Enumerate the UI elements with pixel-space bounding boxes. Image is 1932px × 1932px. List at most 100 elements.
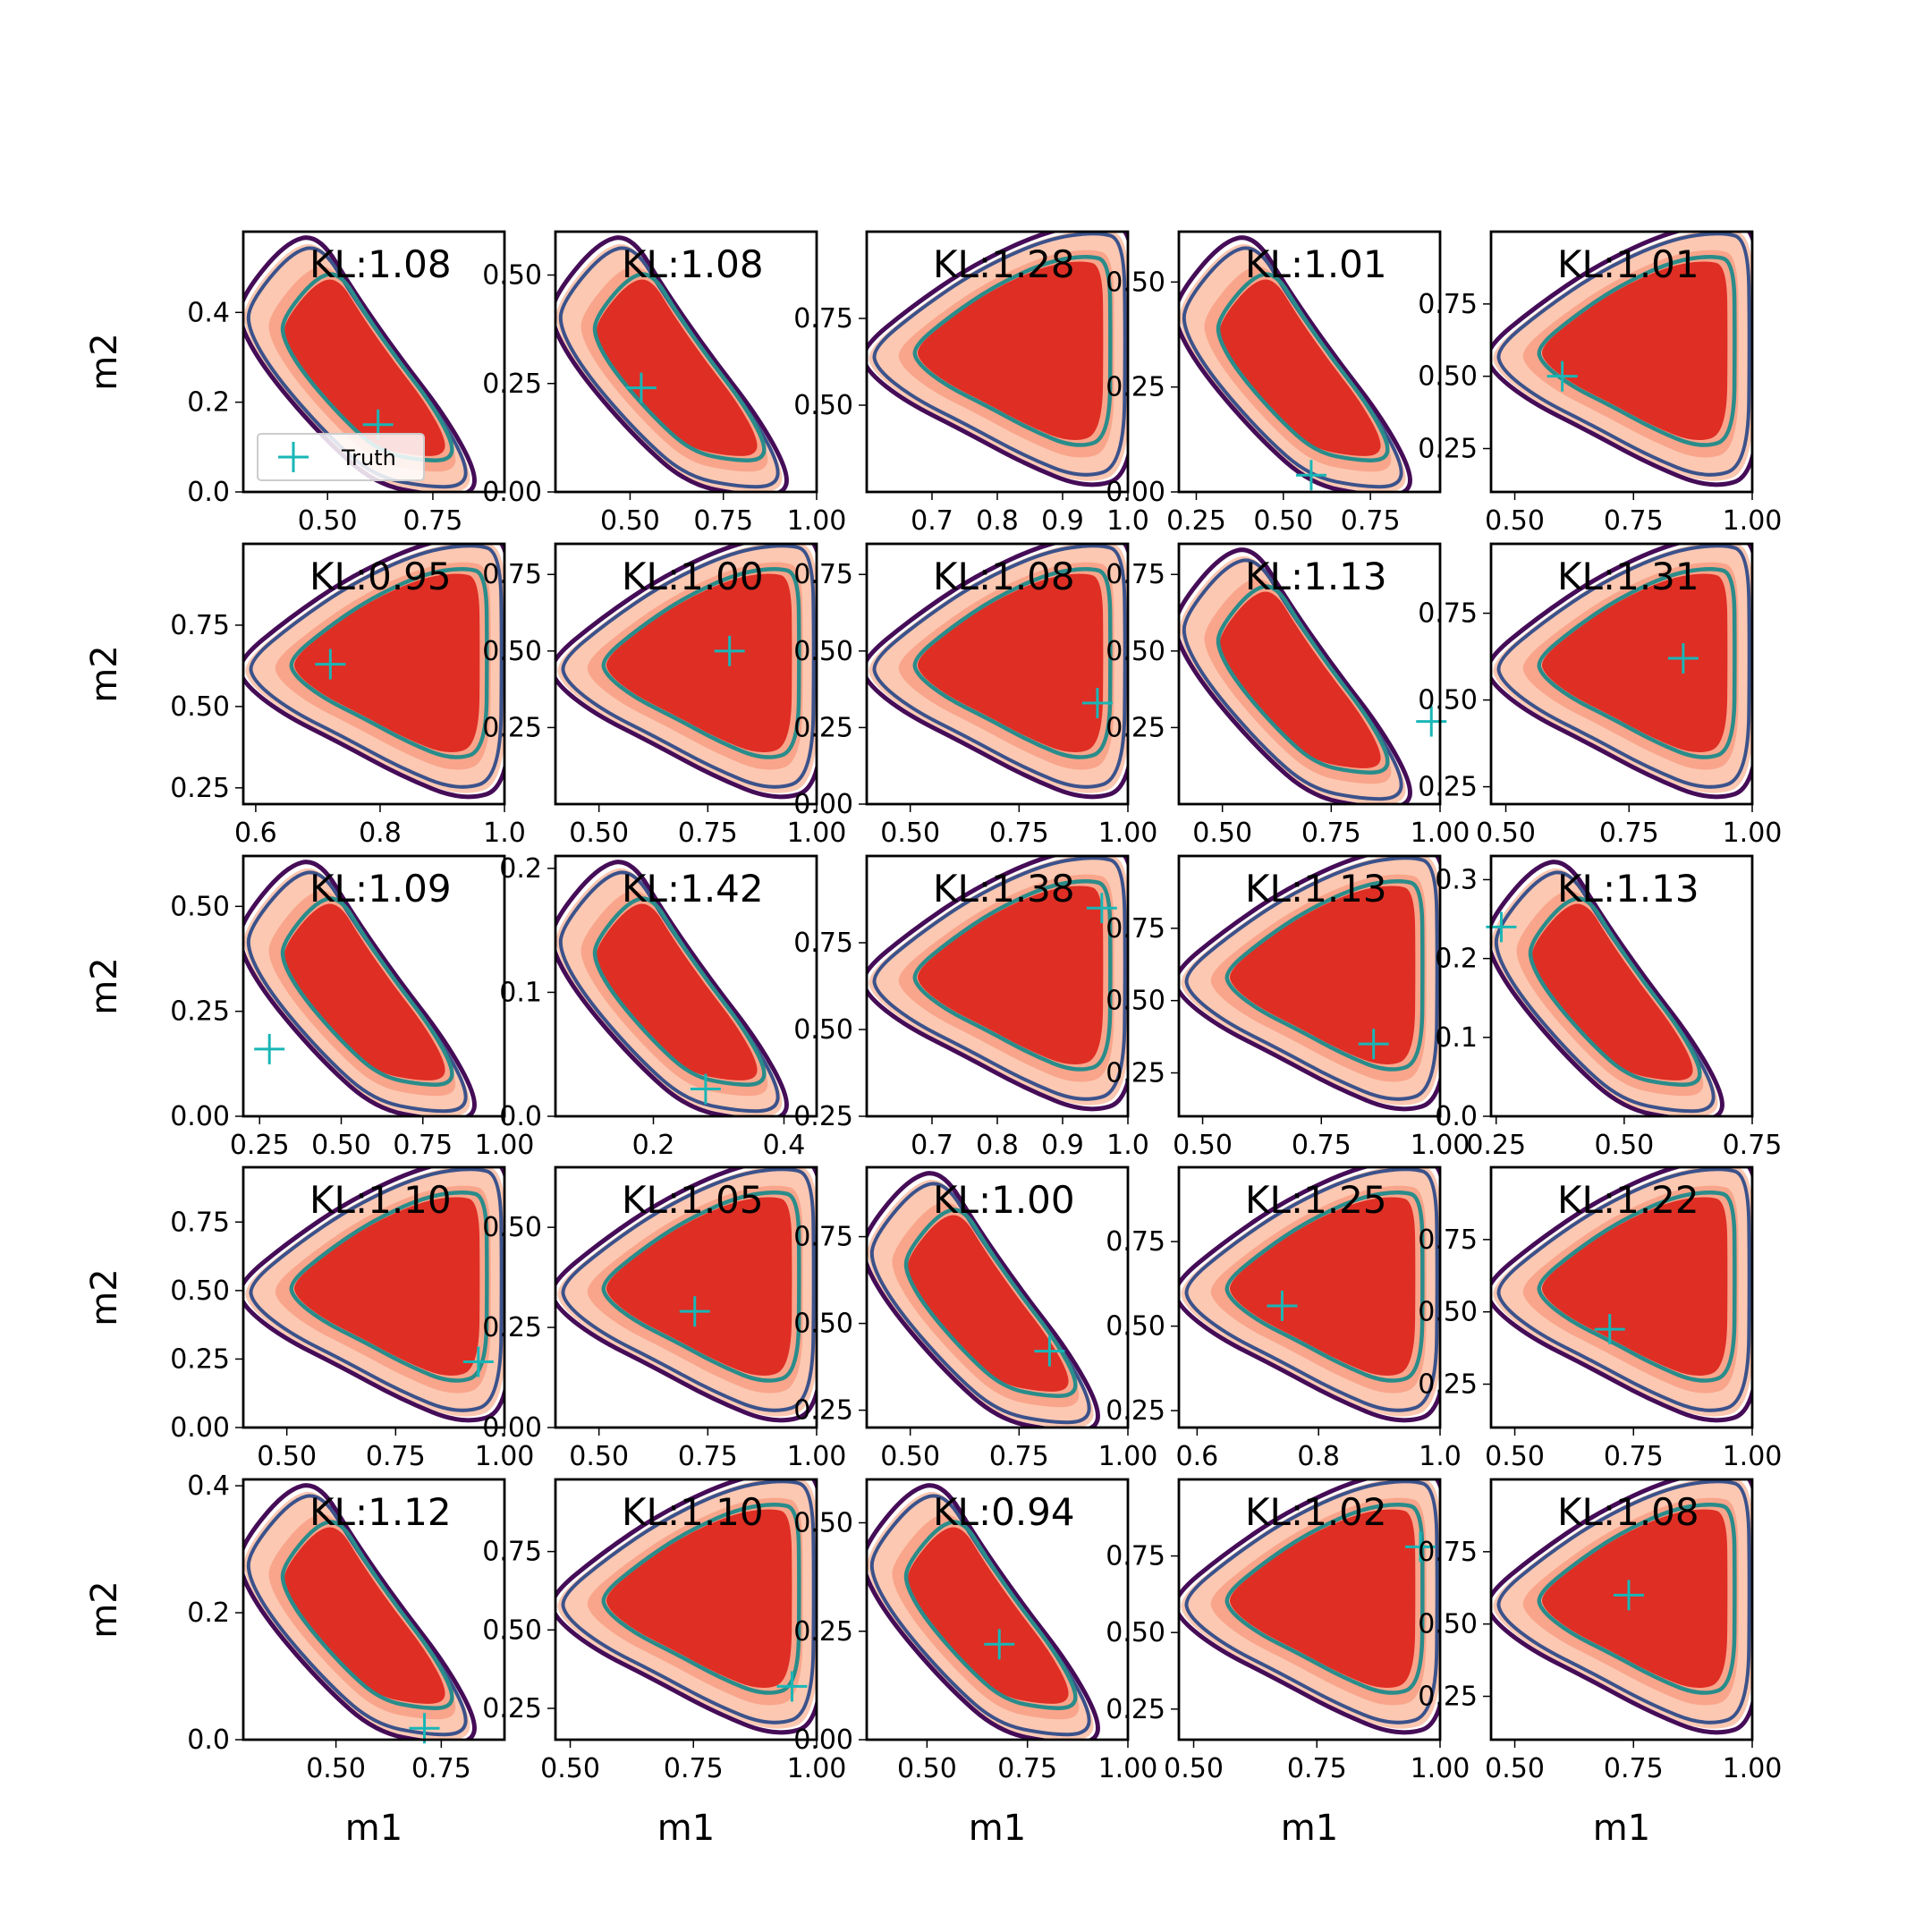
axes-frame (1489, 854, 1754, 1118)
truth-marker (1081, 688, 1113, 719)
y-tick-label: 0.25 (1418, 772, 1478, 803)
contour-line-outer (1179, 1479, 1440, 1735)
truth-marker (714, 635, 745, 666)
panel-3-5: 0.25 0.50 0.75 0.0 0.1 0.2 0.3 KL:1.13 (1435, 854, 1782, 1161)
contour-line-mid (1496, 1167, 1751, 1412)
truth-marker (462, 1346, 494, 1377)
y-tick-label: 0.75 (793, 559, 853, 590)
kl-label: KL:1.00 (933, 1178, 1075, 1222)
contour-line-inner (601, 566, 801, 759)
contour-line-inner (280, 272, 454, 462)
density-fill-inner (917, 573, 1104, 753)
y-tick-label: 0.2 (499, 853, 542, 885)
contour-line-outer (1491, 1167, 1752, 1423)
truth-marker (254, 1033, 285, 1064)
y-tick-label: 0.0 (499, 1101, 542, 1132)
kl-label: KL:1.08 (622, 242, 764, 286)
x-tick-label: 1.00 (1723, 1441, 1783, 1472)
x-tick-label: 1.00 (1098, 1441, 1158, 1472)
y-tick-label: 0.50 (793, 1309, 853, 1340)
density-contours (867, 856, 1128, 1112)
contour-line-outer (1491, 1479, 1752, 1735)
axes-frame (1489, 1165, 1754, 1429)
y-tick-label: 0.75 (1418, 598, 1478, 630)
x-tick-label: 0.50 (1594, 1130, 1654, 1161)
x-tick-label: 1.00 (1098, 1753, 1158, 1784)
y-tick-label: 0.1 (1435, 1022, 1478, 1054)
panel-1-2: 0.50 0.75 1.00 0.00 0.25 0.50 KL:1.08 (482, 230, 846, 537)
y-tick-label: 0.75 (170, 1207, 230, 1238)
contour-line-mid (1496, 232, 1751, 477)
density-contours (1179, 547, 1412, 804)
density-contours (1491, 544, 1752, 800)
x-axis-label: m1 (1281, 1808, 1338, 1849)
kl-label: KL:1.01 (1557, 242, 1699, 286)
y-tick-label: 0.25 (170, 1343, 230, 1375)
density-contours (243, 235, 477, 492)
panel-2-1: 0.6 0.8 1.0 0.25 0.50 0.75 KL:0.95 m2 (84, 542, 526, 849)
y-tick-label: 0.75 (482, 1537, 542, 1568)
x-tick-label: 0.50 (1192, 818, 1252, 849)
contour-line-outer (243, 235, 477, 492)
contour-line-outer (243, 1483, 477, 1740)
density-fill-inner (1229, 886, 1416, 1065)
x-tick-label: 0.75 (1604, 1441, 1664, 1472)
density-contours (555, 235, 789, 492)
axes-frame (1177, 854, 1442, 1118)
axes-frame (554, 1165, 818, 1429)
x-tick-label: 0.75 (1604, 1753, 1664, 1784)
contour-line-mid (1496, 1479, 1751, 1724)
density-contours (1491, 232, 1752, 487)
density-fill-inner (596, 903, 758, 1080)
density-fill-inner (907, 1527, 1069, 1704)
panel-2-2: 0.50 0.75 1.00 0.25 0.50 0.75 KL:1.00 (482, 542, 846, 849)
y-tick-label: 0.50 (482, 636, 542, 667)
x-tick-label: 0.8 (1297, 1441, 1340, 1472)
contour-line-inner (1537, 1190, 1737, 1383)
contour-line-outer (867, 232, 1128, 487)
axes-frame (1177, 1478, 1442, 1741)
y-tick-label: 0.75 (1106, 1226, 1165, 1258)
x-tick-label: 1.0 (1419, 1441, 1462, 1472)
contour-line-outer (1179, 235, 1412, 492)
axes-frame (1177, 1165, 1442, 1429)
y-tick-label: 0.50 (1418, 1609, 1478, 1640)
y-axis-label: m2 (84, 645, 125, 702)
contour-line-inner (912, 566, 1113, 759)
density-contours (867, 1171, 1100, 1428)
y-tick-label: 0.25 (170, 773, 230, 804)
contour-line-inner (1537, 254, 1737, 447)
panel-2-5: 0.50 0.75 1.00 0.25 0.50 0.75 KL:1.31 (1418, 542, 1782, 849)
kl-label: KL:1.10 (622, 1490, 764, 1534)
x-tick-label: 1.00 (475, 1441, 535, 1472)
truth-marker (984, 1629, 1015, 1660)
kl-label: KL:1.09 (309, 867, 452, 911)
y-axis-label: m2 (84, 333, 125, 390)
y-tick-label: 0.50 (793, 636, 853, 667)
truth-marker (690, 1073, 721, 1105)
panel-5-1: 0.50 0.75 0.0 0.2 0.4 KL:1.12 m2 m1 (84, 1470, 506, 1849)
density-contours (243, 544, 504, 800)
axes-frame (865, 1165, 1130, 1429)
truth-marker (625, 372, 657, 403)
contour-line-mid (246, 1494, 468, 1737)
contour-line-outer (1179, 1167, 1440, 1423)
y-tick-label: 0.75 (1418, 289, 1478, 320)
contour-line-inner (280, 896, 454, 1087)
y-tick-label: 0.25 (1106, 1694, 1165, 1725)
x-axis-label: m1 (345, 1808, 402, 1849)
density-fill-inner (606, 1197, 792, 1377)
kl-label: KL:1.08 (309, 242, 452, 286)
y-tick-label: 0.00 (170, 1101, 230, 1132)
contour-line-inner (1537, 566, 1737, 759)
x-tick-label: 1.00 (1411, 1753, 1470, 1784)
contour-line-mid (869, 1494, 1091, 1737)
x-tick-label: 0.75 (403, 505, 463, 537)
truth-marker (1086, 893, 1117, 924)
y-tick-label: 0.2 (187, 387, 230, 419)
x-tick-label: 0.2 (632, 1130, 675, 1161)
truth-marker (1267, 1290, 1298, 1321)
kl-label: KL:1.42 (622, 867, 764, 911)
contour-line-mid (246, 246, 468, 489)
